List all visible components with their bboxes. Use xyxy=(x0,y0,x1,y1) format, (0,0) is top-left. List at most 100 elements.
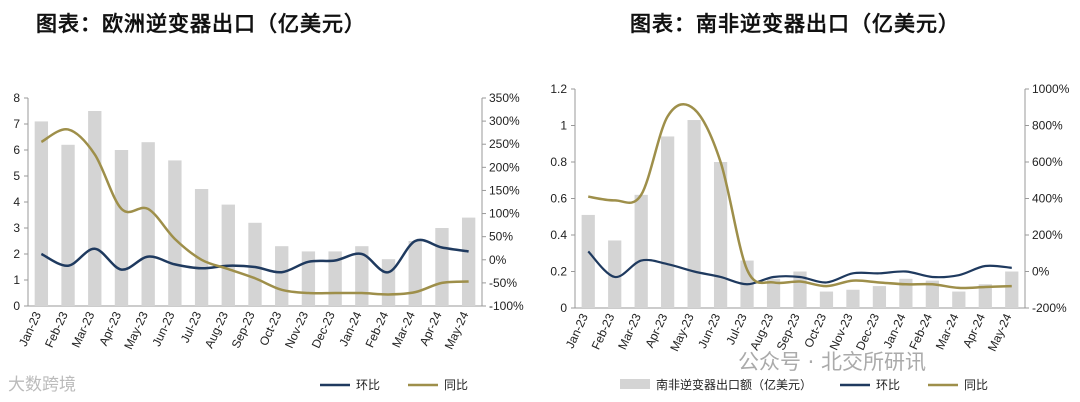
bar-Jan-24 xyxy=(355,246,369,306)
chart-title-europe: 图表：欧洲逆变器出口（亿美元） xyxy=(36,12,366,36)
bar-Apr-24 xyxy=(978,284,992,308)
x-tick-label: Jul-23 xyxy=(178,309,205,345)
bar-Aug-23 xyxy=(766,278,781,308)
x-tick-label: Apr-23 xyxy=(96,309,124,348)
x-tick-label: Mar-24 xyxy=(389,309,418,350)
x-tick-label: Dec-23 xyxy=(309,309,338,350)
x-tick-label: Mar-24 xyxy=(933,311,962,352)
left-y-tick-label: 5 xyxy=(13,169,20,183)
left-y-tick-label: 3 xyxy=(13,221,20,235)
south-africa-inverter-export-chart: 0 0.2 0.4 0.6 0.8 1 1.2 -200% 0% 200% 400% 600% 800%… xyxy=(550,82,1069,392)
bar-Sep-23 xyxy=(248,222,262,306)
left-y-tick-label: 1 xyxy=(560,119,567,133)
bar-May-23 xyxy=(687,120,701,309)
x-tick-label: Jan-24 xyxy=(336,309,364,348)
bar-Jan-24 xyxy=(899,278,913,308)
legend-label: 环比 xyxy=(356,378,380,392)
chart-title-south-africa: 图表：南非逆变器出口（亿美元） xyxy=(630,12,960,36)
x-tick-label: Apr-24 xyxy=(417,309,445,348)
left-y-tick-label: 6 xyxy=(13,143,20,157)
bar-Feb-23 xyxy=(608,240,622,308)
right-y-tick-label: 300% xyxy=(489,114,520,128)
left-y-tick-label: 0.4 xyxy=(550,228,567,242)
x-tick-label: Jul-23 xyxy=(723,311,750,347)
bar-Jun-23 xyxy=(168,160,182,306)
x-tick-label: Jan-23 xyxy=(563,311,591,350)
bar-Mar-24 xyxy=(952,291,966,308)
bar-Jul-23 xyxy=(194,189,209,306)
x-tick-label: May-23 xyxy=(121,309,151,351)
right-y-tick-label: 350% xyxy=(489,91,520,105)
bar-Jun-23 xyxy=(713,162,728,308)
bar-Mar-23 xyxy=(634,194,648,308)
x-tick-label: May-24 xyxy=(442,309,472,351)
line-mom xyxy=(40,238,469,274)
europe-inverter-export-chart: 0 1 2 3 4 5 6 7 8 -100% -50% 0% 50% 100% 150% 200% 250% 3… xyxy=(13,91,524,392)
right-y-tick-label: 150% xyxy=(489,183,520,197)
legend-swatch-bar xyxy=(620,379,650,389)
legend-label: 南非逆变器出口额（亿美元） xyxy=(656,377,812,392)
bar-Apr-23 xyxy=(114,150,129,306)
bar-Nov-23 xyxy=(301,251,316,306)
bar-Dec-23 xyxy=(872,286,887,308)
legend-label: 同比 xyxy=(444,378,468,392)
left-y-tick-label: 7 xyxy=(13,117,20,131)
bar-Feb-24 xyxy=(381,259,396,306)
bar-May-24 xyxy=(1005,271,1019,308)
x-tick-label: Jun-23 xyxy=(695,311,723,350)
left-y-tick-label: 0.6 xyxy=(550,192,567,206)
x-tick-label: Jan-23 xyxy=(16,309,44,348)
right-y-tick-label: 0% xyxy=(1032,265,1050,279)
left-y-tick-label: 0 xyxy=(13,299,20,313)
line-yoy xyxy=(40,128,469,296)
right-y-tick-label: 200% xyxy=(489,160,520,174)
x-tick-label: Oct-23 xyxy=(257,309,285,348)
legend-label: 同比 xyxy=(964,378,988,392)
bar-Apr-23 xyxy=(661,136,675,308)
left-y-tick-label: 8 xyxy=(13,91,20,105)
right-y-tick-label: 200% xyxy=(1032,228,1063,242)
right-y-tick-label: -100% xyxy=(489,299,524,313)
x-tick-label: Jan-24 xyxy=(880,311,908,350)
x-tick-label: May-24 xyxy=(985,311,1015,353)
bar-Feb-24 xyxy=(925,280,939,308)
bar-May-24 xyxy=(461,217,476,306)
left-y-tick-label: 1 xyxy=(13,273,20,287)
x-tick-label: Apr-23 xyxy=(642,311,670,350)
bar-Mar-24 xyxy=(408,241,422,306)
left-y-tick-label: 0.2 xyxy=(550,265,567,279)
left-y-tick-label: 0.8 xyxy=(550,155,567,169)
bar-May-23 xyxy=(141,142,155,306)
line-yoy xyxy=(588,103,1012,290)
x-tick-label: Oct-23 xyxy=(801,311,829,350)
bar-Oct-23 xyxy=(819,291,834,308)
x-tick-label: Aug-23 xyxy=(202,309,231,350)
bar-Mar-23 xyxy=(88,111,102,306)
bar-Feb-23 xyxy=(61,144,75,306)
bar-Jan-23 xyxy=(34,121,49,307)
watermark-right: 公众号 · 北交所研讯 xyxy=(738,350,927,374)
x-tick-label: Feb-23 xyxy=(589,311,618,352)
left-y-tick-label: 1.2 xyxy=(550,82,567,96)
right-y-tick-label: 100% xyxy=(489,207,520,221)
right-y-tick-label: 400% xyxy=(1032,192,1063,206)
watermark-left: 大数跨境 xyxy=(8,375,76,395)
legend-label: 环比 xyxy=(876,378,900,392)
left-y-tick-label: 4 xyxy=(13,195,20,209)
x-tick-label: Mar-23 xyxy=(615,311,644,352)
right-y-tick-label: -50% xyxy=(489,276,517,290)
x-tick-label: Feb-24 xyxy=(362,309,391,350)
bar-Apr-24 xyxy=(435,228,449,306)
right-y-tick-label: 0% xyxy=(489,253,507,267)
right-y-tick-label: 50% xyxy=(489,230,513,244)
left-y-tick-label: 2 xyxy=(13,247,20,261)
right-y-tick-label: 800% xyxy=(1032,119,1063,133)
x-tick-label: Feb-23 xyxy=(42,309,71,350)
right-y-tick-label: 250% xyxy=(489,137,520,151)
right-y-tick-label: -200% xyxy=(1032,301,1067,315)
bar-Nov-23 xyxy=(846,289,860,308)
x-tick-label: Jun-23 xyxy=(149,309,177,348)
left-y-tick-label: 0 xyxy=(560,301,567,315)
x-tick-label: Nov-23 xyxy=(282,309,311,350)
x-tick-label: Apr-24 xyxy=(960,311,988,350)
